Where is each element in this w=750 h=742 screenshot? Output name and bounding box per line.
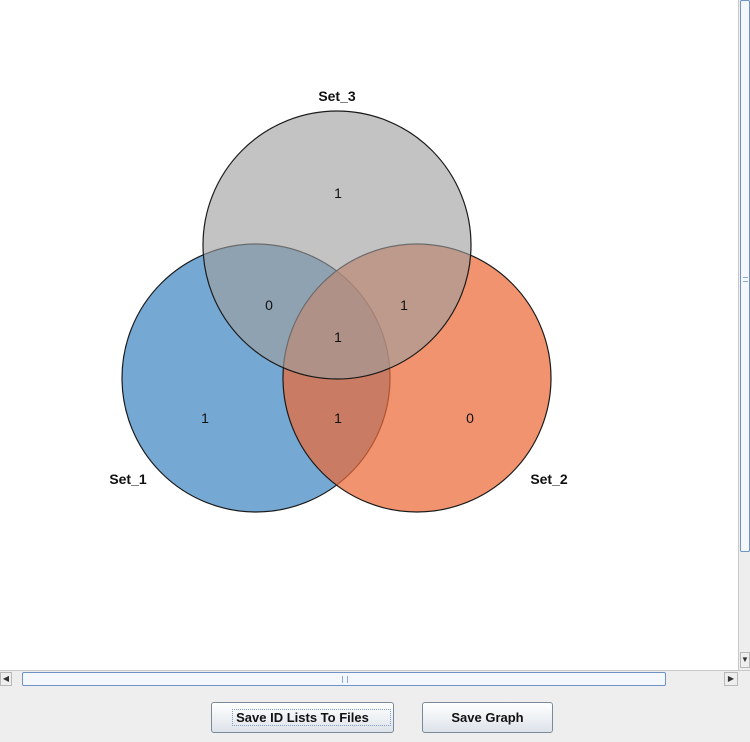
region-only-set-1-count: 1 xyxy=(201,410,209,426)
region-only-set-2-count: 0 xyxy=(466,410,474,426)
scroll-down-button[interactable]: ▼ xyxy=(740,652,750,668)
region-only-set-3-count: 1 xyxy=(334,185,342,201)
save-id-lists-button[interactable]: Save ID Lists To Files xyxy=(211,702,394,733)
set-3-circle xyxy=(202,110,472,380)
button-panel: Save ID Lists To Files Save Graph xyxy=(0,686,750,742)
scroll-left-button[interactable]: ◀ xyxy=(0,672,12,686)
horizontal-scrollbar[interactable]: ◀ ▶ xyxy=(0,670,750,686)
scroll-right-button[interactable]: ▶ xyxy=(724,672,738,686)
venn-diagram: Set_3 Set_1 Set_2 1 0 1 1 1 1 0 xyxy=(109,88,568,513)
vertical-scrollbar-thumb[interactable] xyxy=(740,0,750,552)
arrow-right-icon: ▶ xyxy=(727,674,735,683)
region-set-1-and-set-3-count: 0 xyxy=(265,297,273,313)
venn-diagram-canvas: Set_3 Set_1 Set_2 1 0 1 1 1 1 0 xyxy=(109,88,568,513)
region-all-three-count: 1 xyxy=(334,329,342,345)
arrow-left-icon: ◀ xyxy=(2,674,10,683)
save-graph-label: Save Graph xyxy=(451,710,524,725)
vertical-scrollbar[interactable]: ▼ xyxy=(738,0,750,670)
vertical-grip-icon xyxy=(743,277,748,282)
horizontal-scrollbar-thumb[interactable] xyxy=(22,672,666,686)
arrow-down-icon: ▼ xyxy=(741,655,749,664)
save-id-lists-label: Save ID Lists To Files xyxy=(236,710,369,725)
set-2-label: Set_2 xyxy=(530,471,568,487)
region-set-2-and-set-3-count: 1 xyxy=(400,297,408,313)
set-3-label: Set_3 xyxy=(318,88,356,104)
save-graph-button[interactable]: Save Graph xyxy=(422,702,553,733)
region-set-1-and-set-2-count: 1 xyxy=(334,410,342,426)
horizontal-grip-icon xyxy=(342,676,348,683)
set-1-label: Set_1 xyxy=(109,471,147,487)
